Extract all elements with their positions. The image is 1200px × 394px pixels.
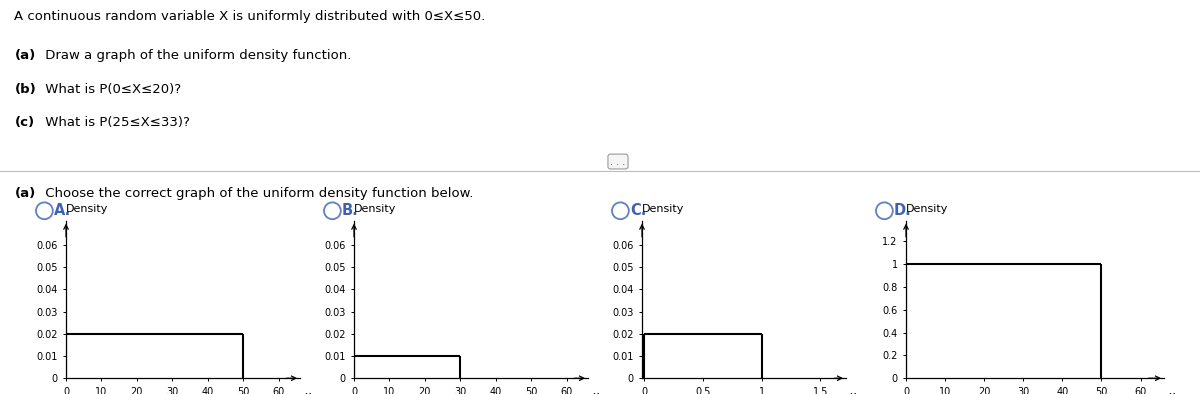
Text: (a): (a)	[14, 187, 36, 200]
Text: (b): (b)	[14, 83, 36, 96]
Text: A.: A.	[54, 203, 71, 218]
Text: Draw a graph of the uniform density function.: Draw a graph of the uniform density func…	[41, 49, 352, 62]
Text: x: x	[593, 391, 599, 394]
Text: . . .: . . .	[611, 156, 625, 167]
Text: Density: Density	[906, 204, 948, 214]
Text: A continuous random variable X is uniformly distributed with 0≤X≤50.: A continuous random variable X is unifor…	[14, 10, 486, 23]
Text: Density: Density	[66, 204, 108, 214]
Text: C.: C.	[630, 203, 647, 218]
Text: B.: B.	[342, 203, 359, 218]
Text: Density: Density	[642, 204, 684, 214]
Text: What is P(0≤X≤20)?: What is P(0≤X≤20)?	[41, 83, 181, 96]
Text: Density: Density	[354, 204, 396, 214]
Text: x: x	[305, 391, 311, 394]
Text: D.: D.	[894, 203, 912, 218]
Text: (a): (a)	[14, 49, 36, 62]
Text: What is P(25≤X≤33)?: What is P(25≤X≤33)?	[41, 116, 190, 129]
Text: Choose the correct graph of the uniform density function below.: Choose the correct graph of the uniform …	[41, 187, 473, 200]
Text: (c): (c)	[14, 116, 35, 129]
Text: x: x	[1169, 391, 1176, 394]
Text: x: x	[850, 391, 857, 394]
